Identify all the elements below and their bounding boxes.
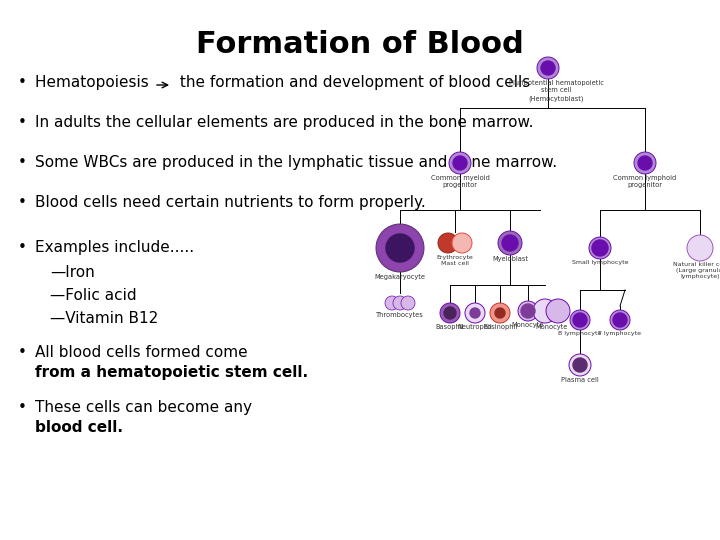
Text: •: • bbox=[18, 400, 27, 415]
Circle shape bbox=[449, 152, 471, 174]
Circle shape bbox=[570, 310, 590, 330]
Text: Pluripotential hematopoietic
stem cell
(Hemocytoblast): Pluripotential hematopoietic stem cell (… bbox=[508, 80, 603, 102]
Text: —Folic acid: —Folic acid bbox=[50, 288, 137, 303]
Text: These cells can become any: These cells can become any bbox=[35, 400, 252, 415]
Text: Hematopoiesis: Hematopoiesis bbox=[35, 75, 153, 90]
Text: the formation and development of blood cells: the formation and development of blood c… bbox=[175, 75, 530, 90]
Circle shape bbox=[495, 308, 505, 318]
Circle shape bbox=[401, 296, 415, 310]
Circle shape bbox=[634, 152, 656, 174]
Circle shape bbox=[521, 304, 535, 318]
Circle shape bbox=[452, 233, 472, 253]
Text: —Iron: —Iron bbox=[50, 265, 95, 280]
Text: B lymphocyte: B lymphocyte bbox=[558, 331, 602, 336]
Text: Natural killer cell
(Large granular
lymphocyte): Natural killer cell (Large granular lymp… bbox=[673, 262, 720, 279]
Text: Erythrocyte
Mast cell: Erythrocyte Mast cell bbox=[436, 255, 473, 266]
Text: Neutrophil: Neutrophil bbox=[458, 324, 492, 330]
Circle shape bbox=[541, 61, 555, 75]
Circle shape bbox=[592, 240, 608, 256]
Text: Plasma cell: Plasma cell bbox=[561, 377, 599, 383]
Text: All blood cells formed come: All blood cells formed come bbox=[35, 345, 248, 360]
Circle shape bbox=[569, 354, 591, 376]
Text: •: • bbox=[18, 75, 27, 90]
Circle shape bbox=[589, 237, 611, 259]
Text: Examples include.....: Examples include..... bbox=[35, 240, 194, 255]
Text: Thrombocytes: Thrombocytes bbox=[376, 312, 424, 318]
Circle shape bbox=[465, 303, 485, 323]
Text: Formation of Blood: Formation of Blood bbox=[196, 30, 524, 59]
Circle shape bbox=[376, 224, 424, 272]
Text: Monocyte: Monocyte bbox=[512, 322, 544, 328]
Text: Small lymphocyte: Small lymphocyte bbox=[572, 260, 629, 265]
Circle shape bbox=[444, 307, 456, 319]
Text: •: • bbox=[18, 155, 27, 170]
Text: —Vitamin B12: —Vitamin B12 bbox=[50, 311, 158, 326]
Text: Megakaryocyte: Megakaryocyte bbox=[374, 274, 426, 280]
Circle shape bbox=[393, 296, 407, 310]
Circle shape bbox=[687, 235, 713, 261]
Text: Myeloblast: Myeloblast bbox=[492, 256, 528, 262]
Circle shape bbox=[573, 313, 587, 327]
Circle shape bbox=[453, 156, 467, 170]
Text: blood cell.: blood cell. bbox=[35, 420, 123, 435]
Text: •: • bbox=[18, 240, 27, 255]
Circle shape bbox=[518, 301, 538, 321]
Text: Eosinophil: Eosinophil bbox=[483, 324, 517, 330]
Text: •: • bbox=[18, 345, 27, 360]
Circle shape bbox=[546, 299, 570, 323]
Text: from a hematopoietic stem cell.: from a hematopoietic stem cell. bbox=[35, 365, 308, 380]
Circle shape bbox=[502, 235, 518, 251]
Circle shape bbox=[490, 303, 510, 323]
Circle shape bbox=[610, 310, 630, 330]
Text: Blood cells need certain nutrients to form properly.: Blood cells need certain nutrients to fo… bbox=[35, 195, 426, 210]
Text: In adults the cellular elements are produced in the bone marrow.: In adults the cellular elements are prod… bbox=[35, 115, 534, 130]
Text: Some WBCs are produced in the lymphatic tissue and bone marrow.: Some WBCs are produced in the lymphatic … bbox=[35, 155, 557, 170]
Circle shape bbox=[638, 156, 652, 170]
Circle shape bbox=[533, 299, 557, 323]
Text: •: • bbox=[18, 115, 27, 130]
Text: Common lymphoid
progenitor: Common lymphoid progenitor bbox=[613, 175, 677, 188]
Text: T lymphocyte: T lymphocyte bbox=[598, 331, 642, 336]
Circle shape bbox=[573, 358, 587, 372]
Text: Monocyte: Monocyte bbox=[536, 324, 568, 330]
Circle shape bbox=[537, 57, 559, 79]
Circle shape bbox=[385, 296, 399, 310]
Text: Common myeloid
progenitor: Common myeloid progenitor bbox=[431, 175, 490, 188]
Circle shape bbox=[470, 308, 480, 318]
Circle shape bbox=[386, 234, 414, 262]
Circle shape bbox=[498, 231, 522, 255]
Text: Basophil: Basophil bbox=[436, 324, 464, 330]
Circle shape bbox=[440, 303, 460, 323]
Circle shape bbox=[613, 313, 627, 327]
Text: •: • bbox=[18, 195, 27, 210]
Circle shape bbox=[438, 233, 458, 253]
